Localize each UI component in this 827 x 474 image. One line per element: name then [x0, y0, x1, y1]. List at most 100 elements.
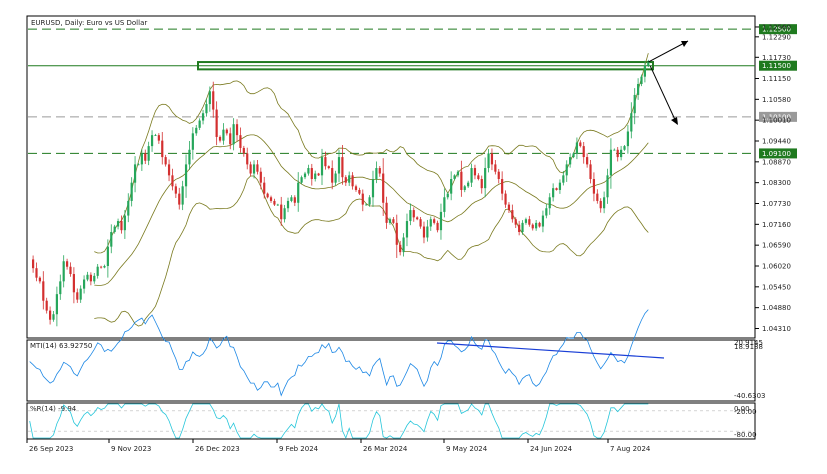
candle-body [171, 175, 174, 187]
candle-body [480, 179, 483, 189]
candle-body [314, 173, 317, 180]
candle-body [460, 171, 463, 190]
candle-body [511, 210, 514, 220]
time-tick-label: 26 Mar 2024 [363, 445, 408, 453]
candle-body [133, 164, 137, 183]
candle-body [368, 197, 371, 205]
candle-body [72, 274, 75, 293]
candle-body [344, 177, 347, 183]
candle-body [409, 210, 412, 222]
candle-body [351, 175, 354, 187]
candle-body [327, 166, 330, 169]
wpr-series: 0.00-20.00 -80.00 [28, 403, 757, 440]
candle-body [609, 149, 613, 176]
candle-body [643, 65, 647, 77]
candle-body [436, 222, 439, 231]
candle-body [592, 179, 596, 194]
candle-body [140, 153, 143, 165]
level-tag-label: 1.12500 [762, 26, 791, 34]
candle-body [167, 164, 171, 176]
candle-body [334, 173, 337, 183]
candle-body [154, 135, 157, 136]
candle-body [463, 186, 466, 190]
candle-body [120, 221, 123, 231]
candle-body [633, 94, 636, 114]
level-tag [759, 24, 797, 35]
candle-body [477, 175, 480, 180]
candle-body [439, 211, 443, 231]
price-tick-label: 1.04880 [762, 304, 791, 312]
candle-body [239, 135, 242, 148]
mti-scale-label: 20.9145 [734, 339, 763, 347]
candle-body [297, 182, 300, 203]
price-tick-label: 1.12560 [762, 23, 791, 31]
candle-body [96, 266, 99, 276]
trend-lines [648, 40, 689, 125]
candle-body [541, 215, 545, 227]
candle-body [528, 219, 531, 225]
resistance-zone [197, 61, 654, 71]
candle-body [181, 186, 184, 205]
candle-body [453, 175, 456, 180]
candle-body [208, 91, 211, 105]
candle-body [524, 219, 528, 223]
candle-body [558, 182, 562, 190]
candle-body [375, 168, 378, 180]
candle-body [178, 193, 181, 205]
candle-body [93, 275, 96, 282]
candle-body [429, 219, 432, 227]
candle-body [86, 274, 89, 280]
level-tag [759, 111, 797, 122]
candle-body [365, 204, 368, 206]
wpr-scale-label: -20.00 [734, 408, 757, 416]
candle-body [256, 164, 259, 172]
candle-body [174, 186, 177, 194]
candle-body [215, 109, 218, 137]
candle-body [205, 104, 208, 114]
candle-body [55, 294, 58, 315]
candle-body [371, 179, 375, 198]
candle-body [623, 146, 626, 150]
candle-body [640, 76, 643, 84]
candle-body [259, 171, 262, 183]
candle-body [276, 204, 279, 206]
candle-body [630, 113, 633, 132]
candle-body [456, 171, 460, 176]
candle-body [225, 129, 228, 134]
candle-body [494, 164, 497, 172]
candle-body [361, 193, 364, 205]
horizontal-levels: 1.12500 1.11500 1.10100 1.09100 [28, 24, 797, 159]
bearish-arrow [649, 65, 678, 125]
candle-body [212, 91, 215, 110]
candle-body [504, 193, 507, 205]
price-tick-label: 1.08300 [762, 179, 791, 187]
candle-body [487, 153, 490, 169]
candle-body [218, 136, 222, 141]
candle-body [473, 168, 477, 176]
candle-body [419, 219, 422, 227]
candle-body [586, 157, 589, 165]
price-panel-frame [26, 15, 756, 339]
candles [31, 59, 650, 327]
candle-body [514, 219, 517, 225]
candle-body [198, 120, 201, 128]
candle-body [358, 189, 361, 194]
time-tick-label: 7 Aug 2024 [610, 445, 651, 453]
candle-body [82, 279, 86, 289]
candle-body [416, 217, 419, 220]
candle-body [575, 142, 579, 154]
price-panel: EURUSD, Daily: Euro vs US Dollar 1.12500… [26, 15, 797, 339]
candle-body [89, 274, 92, 282]
candle-body [35, 268, 38, 278]
candle-body [467, 182, 470, 187]
level-tag-label: 1.11500 [762, 62, 791, 70]
time-tick-label: 24 Jun 2024 [530, 445, 573, 453]
candle-body [596, 193, 599, 201]
level-tag-label: 1.10100 [762, 113, 791, 121]
candle-body [579, 142, 582, 147]
price-tick-label: 1.10580 [762, 96, 791, 104]
candle-body [501, 179, 504, 194]
candle-body [235, 124, 239, 136]
candle-body [273, 200, 276, 205]
